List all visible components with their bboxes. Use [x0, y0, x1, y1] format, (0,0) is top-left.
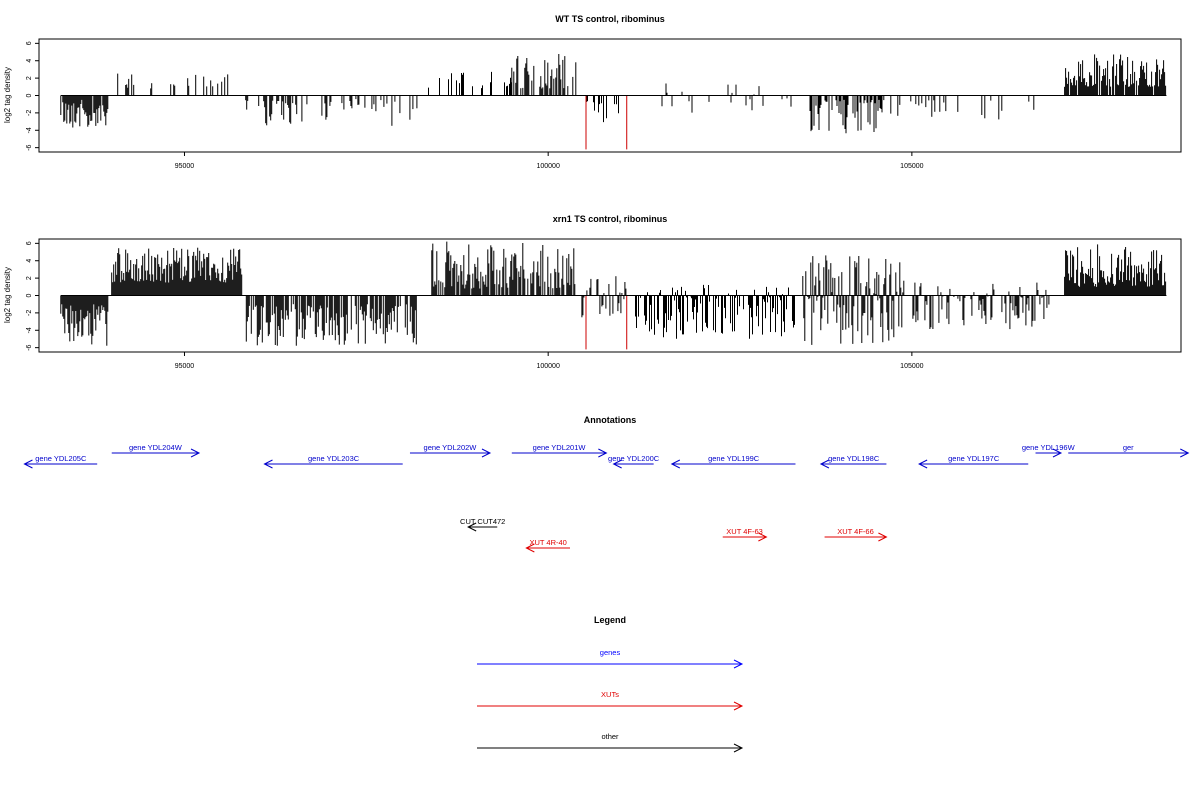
y-tick-label: -2 [26, 310, 33, 316]
annotation-feature: XUT 4R-40 [525, 538, 570, 553]
feature-label: ger [1123, 443, 1134, 452]
feature-label: XUT 4F-66 [837, 527, 874, 536]
legend-item: XUTs [477, 690, 744, 711]
y-tick-label: 2 [26, 76, 33, 80]
feature-arrowhead [1180, 448, 1190, 458]
annotation-feature: gene YDL197C [918, 454, 1029, 469]
legend-item: genes [477, 648, 744, 669]
y-tick-label: 0 [26, 93, 33, 97]
feature-label: gene YDL201W [533, 443, 587, 452]
feature-arrowhead [467, 522, 477, 532]
annotation-feature: ger [1068, 443, 1190, 458]
y-tick-label: -2 [26, 110, 33, 116]
panel-xrn1-axes: -6 -4 -2 0 2 4 6 95000 100000 105000 [26, 241, 924, 370]
annotation-feature: XUT 4F-66 [824, 527, 888, 542]
legend-items: genes XUTs other [477, 648, 744, 753]
y-tick-label: -4 [26, 327, 33, 333]
y-tick-label: 4 [26, 259, 33, 263]
annotation-feature: gene YDL201W [511, 443, 608, 458]
y-tick-label: -4 [26, 127, 33, 133]
panel-wt-title: WT TS control, ribominus [555, 14, 665, 24]
panel-wt-bars [60, 54, 1167, 150]
feature-arrowhead [263, 459, 273, 469]
annotation-feature: gene YDL204W [111, 443, 201, 458]
panel-xrn1-bars [60, 241, 1167, 350]
legend-arrowhead [733, 701, 744, 711]
feature-arrowhead [23, 459, 33, 469]
annotation-feature: gene YDL196W [1022, 443, 1076, 458]
x-tick-label: 95000 [175, 363, 195, 370]
panel-wt-axes: -6 -4 -2 0 2 4 6 95000 100000 105000 [26, 41, 924, 170]
feature-arrowhead [758, 532, 768, 542]
legend-arrowhead [733, 743, 744, 753]
y-tick-label: 2 [26, 276, 33, 280]
legend-arrowhead [733, 659, 744, 669]
legend-label: genes [600, 648, 621, 657]
panel-xrn1: xrn1 TS control, ribominus log2 tag dens… [3, 214, 1182, 370]
feature-arrowhead [1052, 448, 1063, 458]
feature-label: gene YDL196W [1022, 443, 1076, 452]
x-tick-label: 105000 [900, 163, 923, 170]
annotation-feature: gene YDL205C [23, 454, 98, 469]
feature-arrowhead [819, 459, 830, 469]
annotation-feature: gene YDL199C [670, 454, 796, 469]
feature-arrowhead [190, 448, 201, 458]
x-tick-label: 105000 [900, 363, 923, 370]
feature-label: gene YDL203C [308, 454, 360, 463]
legend-item: other [477, 732, 744, 753]
annotation-feature: gene YDL202W [409, 443, 492, 458]
feature-label: gene YDL198C [828, 454, 880, 463]
feature-arrowhead [670, 459, 681, 469]
legend-label: XUTs [601, 690, 619, 699]
annotation-feature: XUT 4F-63 [722, 527, 768, 542]
x-tick-label: 95000 [175, 163, 195, 170]
feature-arrowhead [481, 448, 492, 458]
feature-label: XUT 4F-63 [726, 527, 763, 536]
annotation-feature: gene YDL203C [263, 454, 403, 469]
feature-arrowhead [598, 448, 608, 458]
y-tick-label: -6 [26, 144, 33, 150]
annotation-feature: gene YDL198C [819, 454, 887, 469]
y-tick-label: 4 [26, 59, 33, 63]
panel-wt-ylabel: log2 tag density [3, 67, 12, 123]
feature-arrowhead [918, 459, 928, 469]
y-tick-label: 6 [26, 241, 33, 245]
legend-title: Legend [594, 615, 626, 625]
feature-label: gene YDL200C [608, 454, 660, 463]
feature-arrowhead [525, 543, 535, 553]
feature-label: CUT CUT472 [460, 517, 505, 526]
annotation-feature: CUT CUT472 [460, 517, 505, 532]
y-tick-label: 0 [26, 293, 33, 297]
panel-xrn1-ylabel: log2 tag density [3, 267, 12, 323]
y-tick-label: -6 [26, 344, 33, 350]
feature-label: gene YDL205C [35, 454, 87, 463]
feature-label: gene YDL202W [424, 443, 478, 452]
x-tick-label: 100000 [536, 163, 559, 170]
feature-label: gene YDL197C [948, 454, 1000, 463]
feature-label: gene YDL199C [708, 454, 760, 463]
feature-label: XUT 4R-40 [529, 538, 566, 547]
annotation-features: gene YDL205C gene YDL204W gene YDL203C gene… [23, 443, 1190, 553]
annotation-feature: gene YDL200C [608, 454, 660, 469]
panel-wt: WT TS control, ribominus log2 tag densit… [3, 14, 1182, 170]
y-tick-label: 6 [26, 41, 33, 45]
legend-label: other [601, 732, 619, 741]
annotations-title: Annotations [584, 415, 637, 425]
feature-label: gene YDL204W [129, 443, 183, 452]
panel-xrn1-title: xrn1 TS control, ribominus [553, 214, 668, 224]
feature-arrowhead [612, 459, 622, 469]
x-tick-label: 100000 [536, 363, 559, 370]
legend-panel: Legend genes XUTs other [477, 615, 744, 753]
feature-arrowhead [878, 532, 888, 542]
